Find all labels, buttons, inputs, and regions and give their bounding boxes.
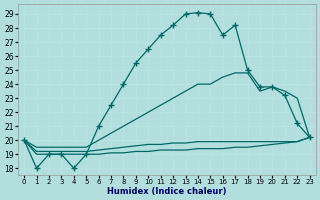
X-axis label: Humidex (Indice chaleur): Humidex (Indice chaleur): [107, 187, 227, 196]
